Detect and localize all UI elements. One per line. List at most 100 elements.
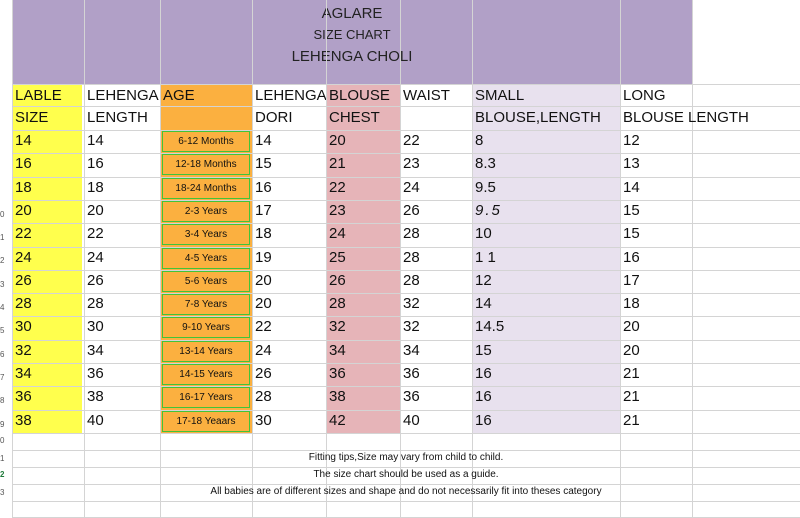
length-cell[interactable]: 24 xyxy=(87,248,104,266)
age-cell[interactable]: 17-18 Yeaars xyxy=(162,410,250,432)
long-cell[interactable]: 21 xyxy=(623,388,640,406)
length-cell[interactable]: 34 xyxy=(87,341,104,359)
header-blouse-chest-2[interactable]: CHEST xyxy=(329,109,380,126)
dori-cell[interactable]: 26 xyxy=(255,365,272,382)
dori-cell[interactable]: 20 xyxy=(255,271,272,289)
long-cell[interactable]: 12 xyxy=(623,132,640,149)
chest-cell[interactable]: 32 xyxy=(329,318,346,336)
header-small-blouse-length-2[interactable]: BLOUSE,LENGTH xyxy=(475,109,601,126)
small-cell[interactable]: 9.5 xyxy=(475,178,496,196)
age-cell[interactable]: 4-5 Years xyxy=(162,247,250,269)
length-cell[interactable]: 38 xyxy=(87,388,104,406)
row-number[interactable]: 3 xyxy=(0,488,5,497)
long-cell[interactable]: 18 xyxy=(623,295,640,313)
size-cell[interactable]: 38 xyxy=(15,411,32,429)
long-cell[interactable]: 15 xyxy=(623,201,640,219)
chest-cell[interactable]: 24 xyxy=(329,225,346,243)
age-cell[interactable]: 2-3 Years xyxy=(162,200,250,222)
length-cell[interactable]: 16 xyxy=(87,155,104,173)
waist-cell[interactable]: 28 xyxy=(403,271,420,289)
size-cell[interactable]: 32 xyxy=(15,341,32,359)
dori-cell[interactable]: 28 xyxy=(255,388,272,406)
size-cell[interactable]: 36 xyxy=(15,388,32,406)
chest-cell[interactable]: 26 xyxy=(329,271,346,289)
size-cell[interactable]: 14 xyxy=(15,132,32,149)
chest-cell[interactable]: 42 xyxy=(329,411,346,429)
age-cell[interactable]: 13-14 Years xyxy=(162,340,250,362)
header-label-size-1[interactable]: LABLE xyxy=(15,87,62,104)
header-age-1[interactable]: AGE xyxy=(163,87,195,104)
waist-cell[interactable]: 22 xyxy=(403,132,420,149)
row-number[interactable]: 0 xyxy=(0,210,5,219)
waist-cell[interactable]: 32 xyxy=(403,318,420,336)
header-lehenga-length-1[interactable]: LEHENGA xyxy=(87,87,159,104)
row-number[interactable]: 2 xyxy=(0,470,5,479)
row-number[interactable]: 1 xyxy=(0,233,5,242)
dori-cell[interactable]: 24 xyxy=(255,341,272,359)
long-cell[interactable]: 14 xyxy=(623,178,640,196)
header-waist-1[interactable]: WAIST xyxy=(403,87,450,104)
waist-cell[interactable]: 26 xyxy=(403,201,420,219)
dori-cell[interactable]: 19 xyxy=(255,248,272,266)
dori-cell[interactable]: 15 xyxy=(255,155,272,173)
waist-cell[interactable]: 28 xyxy=(403,248,420,266)
header-blouse-chest-1[interactable]: BLOUSE xyxy=(329,87,390,104)
small-cell[interactable]: 16 xyxy=(475,411,492,429)
dori-cell[interactable]: 16 xyxy=(255,178,272,196)
small-cell[interactable]: 1 1 xyxy=(475,248,496,266)
chest-cell[interactable]: 21 xyxy=(329,155,346,173)
age-cell[interactable]: 18-24 Months xyxy=(162,177,250,199)
dori-cell[interactable]: 18 xyxy=(255,225,272,243)
small-cell[interactable]: 9.5 xyxy=(475,201,502,219)
chest-cell[interactable]: 25 xyxy=(329,248,346,266)
row-number[interactable]: 9 xyxy=(0,420,5,429)
size-cell[interactable]: 16 xyxy=(15,155,32,173)
row-number[interactable]: 4 xyxy=(0,303,5,312)
length-cell[interactable]: 28 xyxy=(87,295,104,313)
size-cell[interactable]: 28 xyxy=(15,295,32,313)
chest-cell[interactable]: 36 xyxy=(329,365,346,382)
chest-cell[interactable]: 38 xyxy=(329,388,346,406)
row-number[interactable]: 2 xyxy=(0,256,5,265)
chest-cell[interactable]: 34 xyxy=(329,341,346,359)
long-cell[interactable]: 17 xyxy=(623,271,640,289)
waist-cell[interactable]: 40 xyxy=(403,411,420,429)
small-cell[interactable]: 14 xyxy=(475,295,492,313)
chest-cell[interactable]: 20 xyxy=(329,132,346,149)
small-cell[interactable]: 15 xyxy=(475,341,492,359)
long-cell[interactable]: 16 xyxy=(623,248,640,266)
waist-cell[interactable]: 32 xyxy=(403,295,420,313)
header-lehenga-dori-1[interactable]: LEHENGA xyxy=(255,87,326,104)
size-cell[interactable]: 34 xyxy=(15,365,32,382)
length-cell[interactable]: 14 xyxy=(87,132,104,149)
age-cell[interactable]: 3-4 Years xyxy=(162,224,250,246)
age-cell[interactable]: 14-15 Years xyxy=(162,364,250,385)
header-lehenga-length-2[interactable]: LENGTH xyxy=(87,109,148,126)
age-cell[interactable]: 5-6 Years xyxy=(162,270,250,292)
header-label-size-2[interactable]: SIZE xyxy=(15,109,49,126)
age-cell[interactable]: 16-17 Years xyxy=(162,387,250,409)
length-cell[interactable]: 30 xyxy=(87,318,104,336)
age-cell[interactable]: 6-12 Months xyxy=(162,131,250,152)
age-cell[interactable]: 12-18 Months xyxy=(162,154,250,176)
size-cell[interactable]: 22 xyxy=(15,225,32,243)
size-cell[interactable]: 18 xyxy=(15,178,32,196)
waist-cell[interactable]: 36 xyxy=(403,388,420,406)
size-cell[interactable]: 30 xyxy=(15,318,32,336)
length-cell[interactable]: 18 xyxy=(87,178,104,196)
chest-cell[interactable]: 23 xyxy=(329,201,346,219)
long-cell[interactable]: 20 xyxy=(623,341,640,359)
dori-cell[interactable]: 20 xyxy=(255,295,272,313)
size-cell[interactable]: 26 xyxy=(15,271,32,289)
length-cell[interactable]: 26 xyxy=(87,271,104,289)
length-cell[interactable]: 22 xyxy=(87,225,104,243)
small-cell[interactable]: 8 xyxy=(475,132,484,149)
header-long-blouse-length-1[interactable]: LONG xyxy=(623,87,666,104)
small-cell[interactable]: 10 xyxy=(475,225,492,243)
waist-cell[interactable]: 23 xyxy=(403,155,420,173)
chest-cell[interactable]: 28 xyxy=(329,295,346,313)
long-cell[interactable]: 15 xyxy=(623,225,640,243)
small-cell[interactable]: 8.3 xyxy=(475,155,496,173)
dori-cell[interactable]: 30 xyxy=(255,411,272,429)
small-cell[interactable]: 16 xyxy=(475,388,492,406)
